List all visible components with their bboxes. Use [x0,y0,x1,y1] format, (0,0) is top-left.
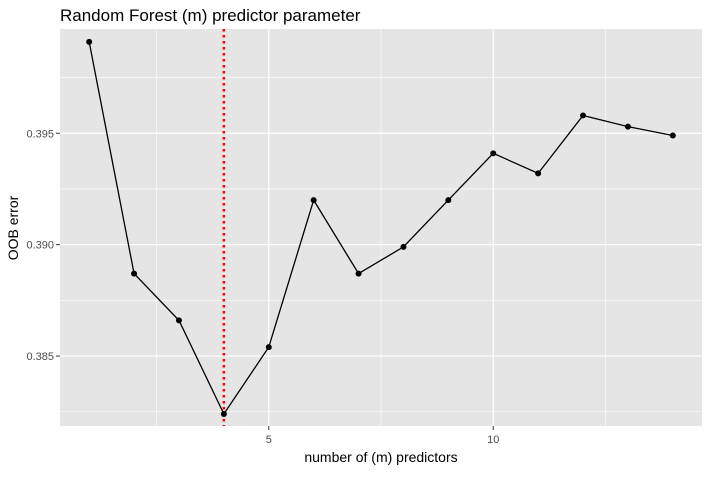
data-point [580,112,587,119]
data-point [131,270,138,277]
data-point [265,344,272,351]
chart-title: Random Forest (m) predictor parameter [60,6,361,25]
data-point [175,317,182,324]
x-tick-label: 10 [487,434,499,446]
y-tick-label: 0.395 [26,128,54,140]
data-point [355,270,362,277]
x-axis-label: number of (m) predictors [304,449,457,465]
minor-gridlines [60,29,702,426]
data-point [490,150,497,157]
major-gridlines [60,29,702,426]
data-point [535,170,542,177]
y-tick-label: 0.385 [26,351,54,363]
data-point [669,132,676,139]
x-axis: 5 10 [266,426,499,446]
y-axis-label: OOB error [5,195,21,260]
y-axis: 0.385 0.390 0.395 [26,128,60,363]
data-point [445,197,452,204]
data-point [310,197,317,204]
series-line [88,41,673,416]
points-layer [86,38,676,417]
data-point [400,243,407,250]
series-layer [88,41,673,416]
data-point [624,123,631,130]
y-tick-label: 0.390 [26,240,54,252]
x-tick-label: 5 [266,434,272,446]
data-point [86,38,93,45]
data-point [220,410,227,417]
